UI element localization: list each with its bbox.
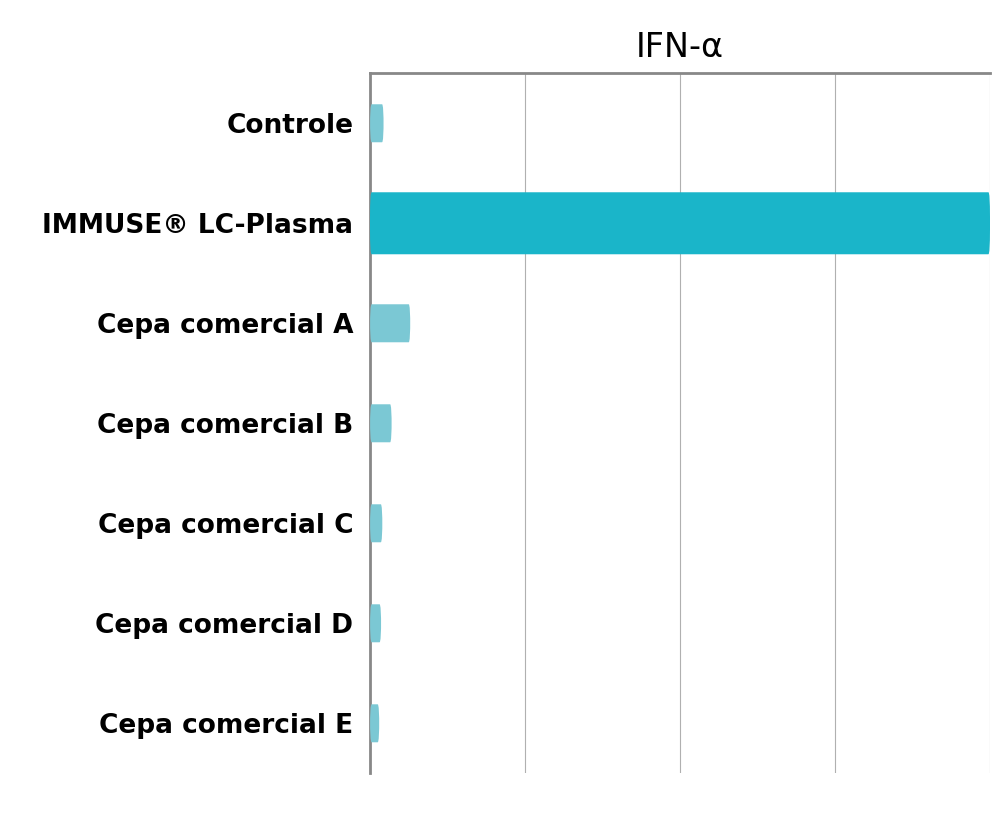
FancyBboxPatch shape — [370, 192, 990, 254]
FancyBboxPatch shape — [370, 405, 392, 442]
FancyBboxPatch shape — [370, 505, 382, 542]
FancyBboxPatch shape — [370, 704, 379, 742]
FancyBboxPatch shape — [370, 604, 381, 642]
FancyBboxPatch shape — [370, 104, 384, 142]
FancyBboxPatch shape — [370, 304, 410, 342]
Title: IFN-α: IFN-α — [636, 31, 724, 63]
